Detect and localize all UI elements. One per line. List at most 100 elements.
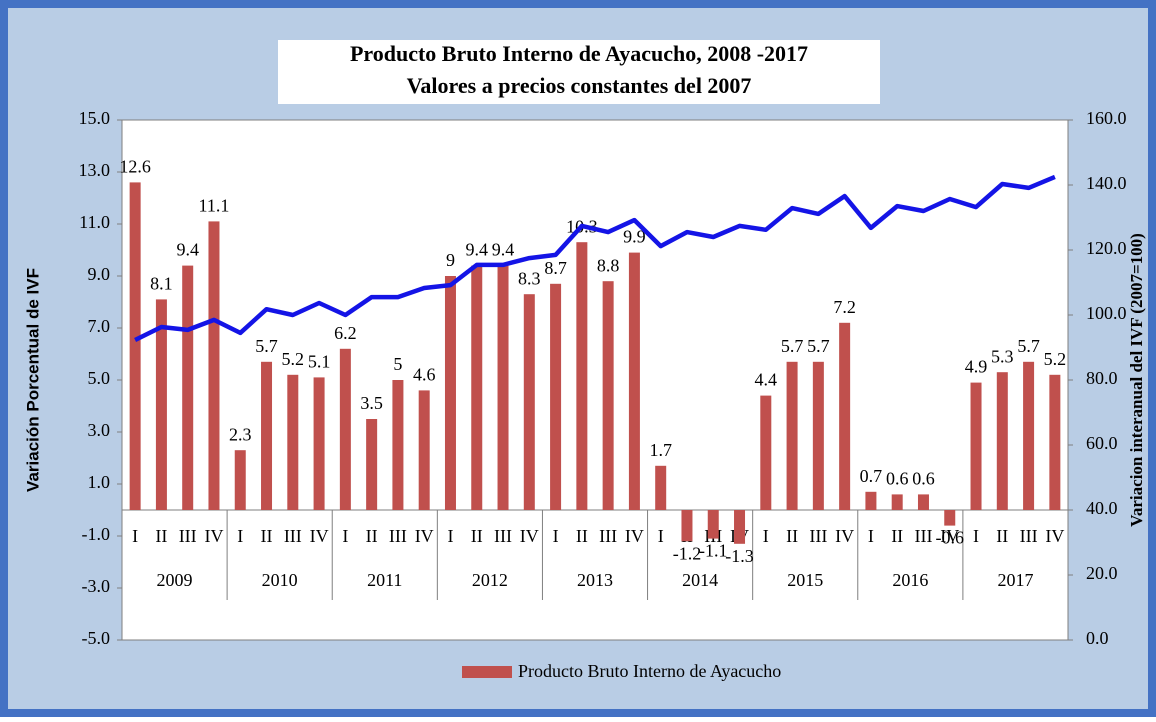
data-label: -1.3 [725, 546, 754, 566]
data-label: 2.3 [229, 424, 252, 444]
x-tick-label: III [494, 526, 512, 546]
x-tick-label: IV [1045, 526, 1064, 546]
group-label: 2013 [577, 570, 613, 590]
y2-tick-label: 60.0 [1086, 433, 1118, 453]
bar [760, 395, 772, 510]
x-tick-label: III [1020, 526, 1038, 546]
data-label: 5.2 [282, 349, 305, 369]
bar [287, 374, 299, 510]
x-tick-label: I [447, 526, 453, 546]
bar [655, 465, 667, 510]
x-tick-label: III [179, 526, 197, 546]
data-label: 5.1 [308, 352, 331, 372]
y-tick-label: -1.0 [82, 524, 111, 544]
x-tick-label: IV [310, 526, 329, 546]
x-tick-label: IV [204, 526, 223, 546]
data-label: 6.2 [334, 323, 357, 343]
bar [497, 265, 509, 510]
y2-tick-label: 120.0 [1086, 238, 1127, 258]
legend-swatch [462, 666, 512, 678]
x-tick-label: II [155, 526, 167, 546]
data-label: 9.4 [466, 240, 489, 260]
y2-tick-label: 40.0 [1086, 498, 1118, 518]
data-label: 12.6 [119, 157, 151, 177]
data-label: 3.5 [360, 393, 383, 413]
line [134, 174, 1056, 343]
data-label: 4.4 [755, 370, 778, 390]
data-label: 5 [393, 354, 402, 374]
data-label: 5.7 [807, 336, 830, 356]
y2-tick-label: 0.0 [1086, 628, 1109, 648]
bar [970, 382, 982, 510]
y-tick-label: 1.0 [88, 472, 111, 492]
x-tick-label: I [342, 526, 348, 546]
group-label: 2009 [157, 570, 193, 590]
bar [155, 299, 167, 510]
bar [339, 348, 351, 510]
data-label: 9.4 [492, 240, 515, 260]
y2-tick-label: 140.0 [1086, 173, 1127, 193]
data-label: 8.8 [597, 255, 620, 275]
x-tick-label: IV [940, 526, 959, 546]
y-tick-label: -5.0 [82, 628, 111, 648]
y-tick-label: -3.0 [82, 576, 111, 596]
data-label: 11.1 [199, 196, 230, 216]
data-label: 1.7 [649, 440, 672, 460]
x-tick-label: IV [520, 526, 539, 546]
bar [208, 221, 220, 510]
data-label: 8.1 [150, 274, 173, 294]
x-tick-label: I [763, 526, 769, 546]
bar [628, 252, 640, 510]
y2-axis-title: Variacion interanual del IVF (2007=100) [1127, 233, 1146, 527]
bar [681, 510, 693, 542]
bar [129, 182, 141, 510]
data-label: 4.6 [413, 365, 436, 385]
group-label: 2010 [262, 570, 298, 590]
data-label: -0.6 [936, 528, 965, 548]
data-label: 4.9 [965, 357, 988, 377]
chart-title: Producto Bruto Interno de Ayacucho, 2008… [350, 41, 808, 66]
data-label: 7.2 [833, 297, 856, 317]
data-label: 9.9 [623, 227, 646, 247]
bar [734, 510, 746, 544]
x-tick-label: II [576, 526, 588, 546]
x-tick-label: II [786, 526, 798, 546]
y-axis-title: Variación Porcentual de IVF [23, 268, 42, 492]
data-label: 5.7 [255, 336, 278, 356]
x-tick-label: III [389, 526, 407, 546]
data-label: 0.6 [912, 469, 935, 489]
group-label: 2015 [787, 570, 823, 590]
chart-subtitle: Valores a precios constantes del 2007 [407, 73, 752, 98]
bar [707, 510, 719, 539]
bar [602, 281, 614, 510]
x-tick-label: I [132, 526, 138, 546]
x-tick-label: III [914, 526, 932, 546]
data-label: 5.7 [1017, 336, 1040, 356]
y-tick-label: 11.0 [79, 212, 110, 232]
bar [891, 494, 903, 510]
y-tick-label: 15.0 [79, 108, 111, 128]
x-tick-label: II [366, 526, 378, 546]
y-tick-label: 7.0 [88, 316, 111, 336]
x-tick-label: I [658, 526, 664, 546]
group-label: 2017 [997, 570, 1033, 590]
bar [182, 265, 194, 510]
group-label: 2011 [367, 570, 402, 590]
data-label: 5.7 [781, 336, 804, 356]
data-label: -1.1 [699, 541, 728, 561]
y2-tick-label: 20.0 [1086, 563, 1118, 583]
x-tick-label: III [284, 526, 302, 546]
y2-tick-label: 80.0 [1086, 368, 1118, 388]
data-label: 8.7 [544, 258, 567, 278]
data-label: 5.2 [1044, 349, 1067, 369]
y-tick-label: 9.0 [88, 264, 111, 284]
bar [865, 491, 877, 510]
title-box [278, 40, 880, 104]
x-tick-label: I [868, 526, 874, 546]
bar [839, 322, 851, 510]
legend-label: Producto Bruto Interno de Ayacucho [518, 661, 781, 681]
bar [234, 450, 246, 510]
bar [550, 283, 562, 510]
